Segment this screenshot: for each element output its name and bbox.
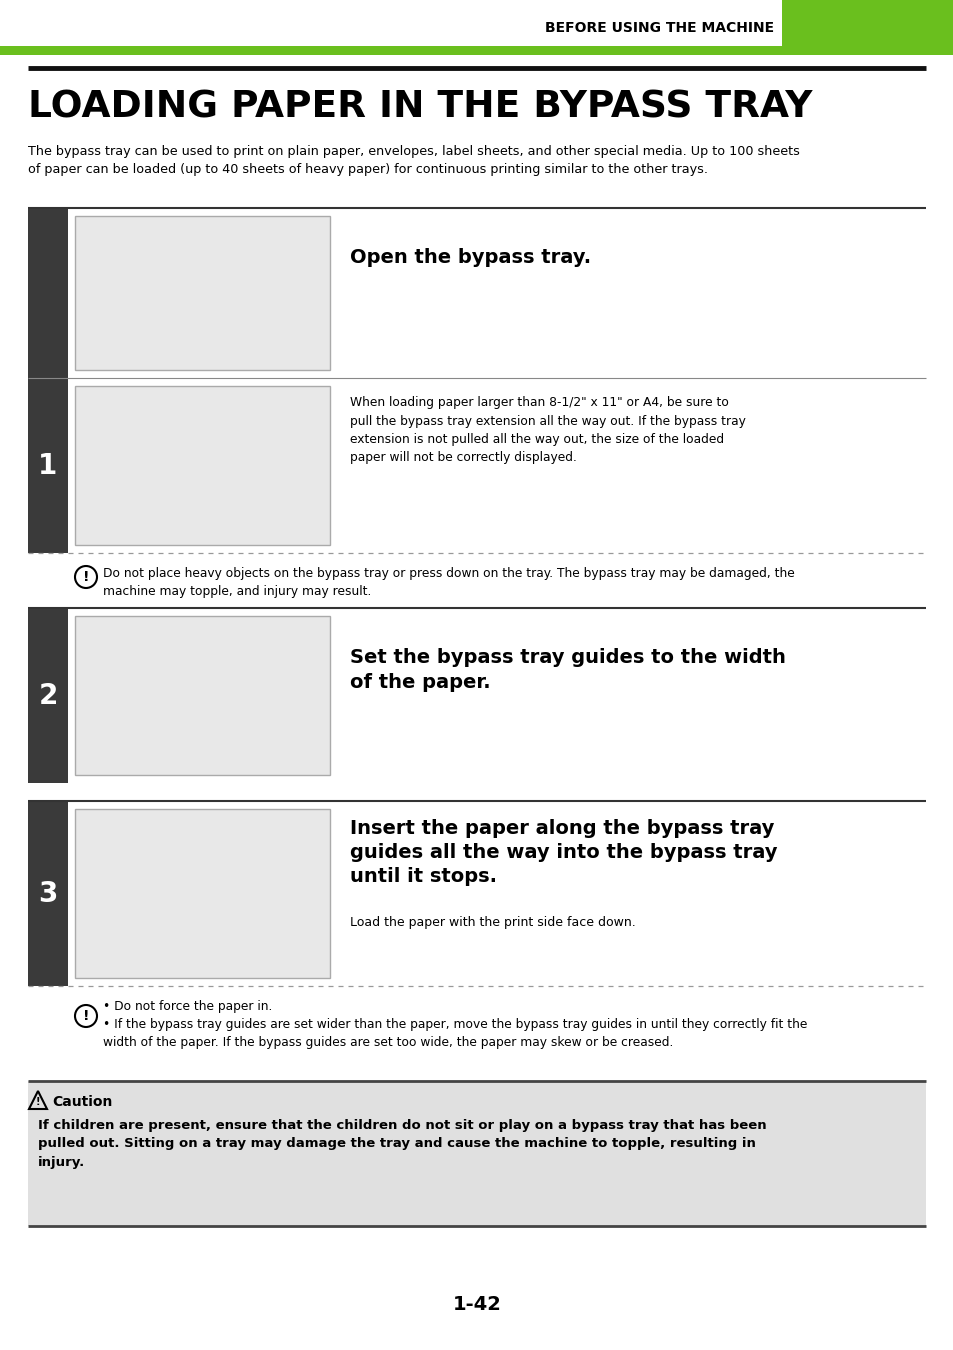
- Bar: [781, 0, 953, 49]
- Text: Set the bypass tray guides to the width
of the paper.: Set the bypass tray guides to the width …: [350, 648, 785, 693]
- Bar: [28, 801, 68, 986]
- Text: Load the paper with the print side face down.: Load the paper with the print side face …: [350, 917, 635, 929]
- Text: BEFORE USING THE MACHINE: BEFORE USING THE MACHINE: [544, 22, 773, 35]
- Text: The bypass tray can be used to print on plain paper, envelopes, label sheets, an: The bypass tray can be used to print on …: [28, 144, 799, 177]
- Text: 1: 1: [38, 451, 57, 479]
- Text: !: !: [83, 570, 90, 585]
- Text: LOADING PAPER IN THE BYPASS TRAY: LOADING PAPER IN THE BYPASS TRAY: [28, 90, 812, 126]
- Bar: [28, 208, 68, 378]
- Text: 1-42: 1-42: [452, 1296, 501, 1315]
- Bar: [28, 608, 68, 783]
- Text: 2: 2: [38, 682, 57, 710]
- Text: • If the bypass tray guides are set wider than the paper, move the bypass tray g: • If the bypass tray guides are set wide…: [103, 1018, 806, 1049]
- Text: If children are present, ensure that the children do not sit or play on a bypass: If children are present, ensure that the…: [38, 1119, 766, 1169]
- Bar: [75, 616, 330, 775]
- Text: When loading paper larger than 8-1/2" x 11" or A4, be sure to
pull the bypass tr: When loading paper larger than 8-1/2" x …: [350, 396, 745, 464]
- Text: 3: 3: [38, 879, 57, 907]
- Text: !: !: [35, 1098, 40, 1107]
- Text: Do not place heavy objects on the bypass tray or press down on the tray. The byp: Do not place heavy objects on the bypass…: [103, 567, 794, 598]
- Bar: [75, 216, 330, 370]
- Text: • Do not force the paper in.: • Do not force the paper in.: [103, 1000, 273, 1012]
- Text: Insert the paper along the bypass tray
guides all the way into the bypass tray
u: Insert the paper along the bypass tray g…: [350, 819, 777, 887]
- Bar: [75, 386, 330, 545]
- Text: Open the bypass tray.: Open the bypass tray.: [350, 248, 591, 267]
- Text: !: !: [83, 1008, 90, 1023]
- Bar: [28, 378, 68, 554]
- Bar: [0, 46, 953, 55]
- Text: Caution: Caution: [52, 1095, 112, 1108]
- Bar: [28, 1081, 925, 1226]
- Bar: [75, 809, 330, 977]
